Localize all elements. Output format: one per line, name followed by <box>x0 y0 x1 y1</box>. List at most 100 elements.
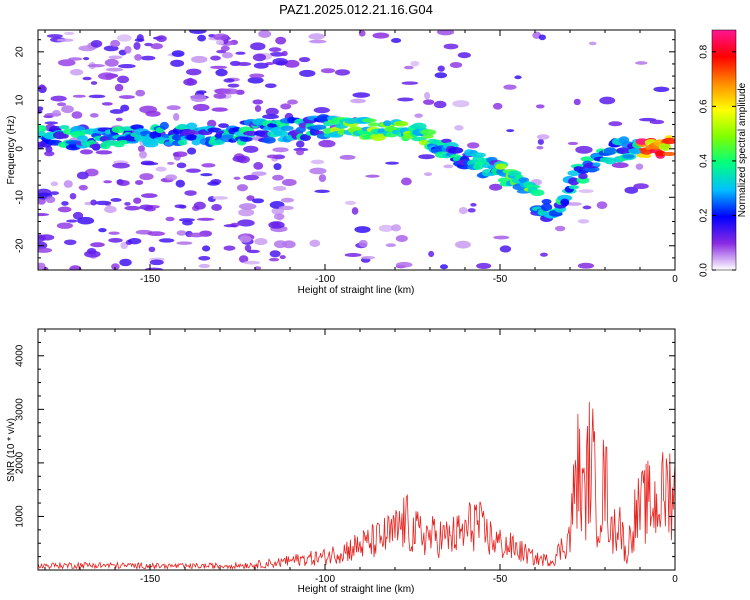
heatmap-cell <box>654 150 666 157</box>
heatmap-cell <box>182 220 193 226</box>
heatmap-cell <box>141 193 158 199</box>
heatmap-cell <box>227 83 240 88</box>
heatmap-cell <box>599 96 616 105</box>
heatmap-cell <box>142 140 159 148</box>
colorbar-tick-label: 0.8 <box>699 44 710 58</box>
heatmap-cell <box>385 243 397 248</box>
heatmap-cell <box>457 52 471 59</box>
heatmap-cell <box>418 154 435 160</box>
heatmap-cell <box>49 125 61 131</box>
heatmap-cell <box>441 138 452 144</box>
heatmap-cell <box>223 245 236 251</box>
heatmap-cell <box>320 68 335 74</box>
heatmap-cell <box>59 133 69 139</box>
heatmap-cell <box>565 202 582 206</box>
heatmap-cell <box>452 100 470 108</box>
heatmap-cell <box>372 32 390 39</box>
snr-axes: -150 -100 -50 0 1000 2000 3000 4000 <box>15 328 678 585</box>
spectrogram-y-tick-label: 0 <box>15 146 26 152</box>
heatmap-cell <box>69 193 77 200</box>
heatmap-cell <box>258 30 272 38</box>
heatmap-cell <box>499 245 512 253</box>
snr-x-tick-label: 0 <box>672 574 678 585</box>
heatmap-cell <box>166 105 181 111</box>
heatmap-cell <box>273 163 282 171</box>
heatmap-cell <box>541 198 552 205</box>
heatmap-cell <box>196 90 207 94</box>
heatmap-cell <box>170 59 185 67</box>
heatmap-cell <box>414 113 423 118</box>
heatmap-cell <box>492 102 503 110</box>
heatmap-cell <box>443 164 454 169</box>
spectrogram-y-tick-label: 10 <box>15 94 26 106</box>
heatmap-cell <box>272 57 288 66</box>
heatmap-cell <box>391 224 402 232</box>
heatmap-cell <box>140 55 156 61</box>
heatmap-cell <box>518 177 530 183</box>
heatmap-cell <box>95 150 113 155</box>
heatmap-cell <box>269 51 285 57</box>
heatmap-cell <box>470 202 477 207</box>
heatmap-cell <box>38 247 53 253</box>
spectrogram-x-tick-label: 0 <box>672 274 678 285</box>
heatmap-cell <box>280 197 294 203</box>
heatmap-cell <box>103 180 113 184</box>
heatmap-cell <box>390 38 402 43</box>
heatmap-cell <box>395 234 408 242</box>
heatmap-cell <box>159 121 169 130</box>
heatmap-cell <box>284 59 300 68</box>
heatmap-cell <box>68 57 83 61</box>
heatmap-cell <box>38 106 44 112</box>
heatmap-cell <box>173 151 188 158</box>
heatmap-cell <box>309 239 321 248</box>
heatmap-cell <box>635 61 648 65</box>
heatmap-cell <box>447 146 464 154</box>
heatmap-cell <box>246 195 255 201</box>
heatmap-cell <box>79 149 93 155</box>
heatmap-cell <box>139 173 154 181</box>
heatmap-cell <box>210 65 228 69</box>
heatmap-cell <box>56 102 67 107</box>
heatmap-cell <box>192 103 210 112</box>
heatmap-cell <box>78 45 96 52</box>
heatmap-cell <box>250 42 266 51</box>
spectrogram-frame <box>37 29 676 271</box>
heatmap-cell <box>38 213 50 217</box>
spectrogram-x-axis-label: Height of straight line (km) <box>298 285 415 296</box>
spectrogram-x-tick-label: -150 <box>140 274 160 285</box>
heatmap-cell <box>309 167 327 175</box>
heatmap-cell <box>535 104 545 109</box>
heatmap-cell <box>196 217 215 221</box>
heatmap-cell <box>173 113 180 121</box>
heatmap-cell <box>578 189 594 194</box>
heatmap-cell <box>120 104 130 112</box>
heatmap-cell <box>352 92 371 98</box>
heatmap-cell <box>50 181 59 187</box>
heatmap-cell <box>434 72 448 79</box>
heatmap-cell <box>211 107 228 112</box>
heatmap-cell <box>105 67 124 72</box>
heatmap-cell <box>50 95 67 102</box>
heatmap-cell <box>272 186 287 191</box>
heatmap-cell <box>272 147 289 153</box>
heatmap-cell <box>87 63 105 68</box>
heatmap-cell <box>603 147 617 155</box>
heatmap-cell <box>210 55 221 61</box>
heatmap-cell <box>467 208 476 213</box>
heatmap-cell <box>449 62 463 68</box>
heatmap-cell <box>133 197 142 204</box>
heatmap-cell <box>436 30 455 36</box>
heatmap-cell <box>139 204 154 210</box>
heatmap-cell <box>221 88 239 95</box>
heatmap-cell <box>52 109 61 117</box>
snr-x-tick-label: -150 <box>140 574 160 585</box>
spectrogram-x-tick-label: -100 <box>315 274 335 285</box>
heatmap-cell <box>287 99 298 105</box>
heatmap-cell <box>268 257 280 262</box>
heatmap-cell <box>189 30 207 34</box>
heatmap-cell <box>575 145 593 154</box>
snr-y-tick-label: 1000 <box>15 505 26 528</box>
heatmap-cell <box>580 156 595 162</box>
